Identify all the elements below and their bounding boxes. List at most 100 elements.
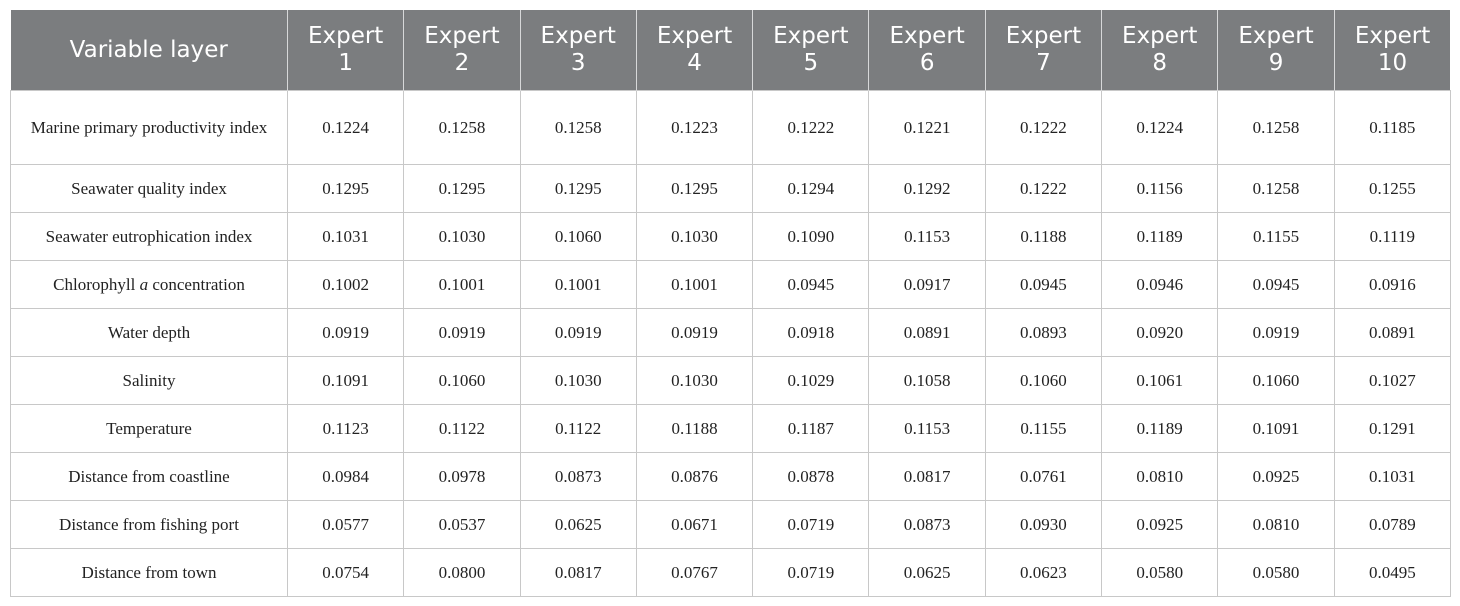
row-label: Temperature xyxy=(10,404,288,453)
cell-expert-7: 0.0945 xyxy=(984,260,1103,309)
cell-expert-1: 0.0919 xyxy=(286,308,405,357)
cell-expert-9: 0.0580 xyxy=(1217,548,1335,597)
cell-expert-5: 0.0878 xyxy=(752,452,870,501)
cell-expert-10: 0.0916 xyxy=(1333,260,1451,309)
cell-expert-2: 0.1258 xyxy=(403,90,521,165)
cell-expert-4: 0.1001 xyxy=(635,260,754,309)
cell-expert-8: 0.0920 xyxy=(1101,308,1219,357)
column-header-line2: 5 xyxy=(803,50,819,76)
column-header-expert-9: Expert 9 xyxy=(1217,10,1335,91)
column-header-expert-5: Expert 5 xyxy=(752,10,869,91)
cell-expert-1: 0.0754 xyxy=(286,548,405,597)
cell-expert-9: 0.0945 xyxy=(1217,260,1335,309)
cell-expert-5: 0.0945 xyxy=(752,260,870,309)
row-label-part: concentration xyxy=(148,274,245,294)
column-header-line1: Expert xyxy=(1354,23,1431,49)
cell-expert-7: 0.0893 xyxy=(984,308,1103,357)
cell-expert-3: 0.0625 xyxy=(519,500,637,549)
column-header-line1: Expert xyxy=(889,23,965,49)
row-label: Distance from coastline xyxy=(10,452,288,501)
cell-expert-4: 0.0671 xyxy=(635,500,754,549)
cell-expert-5: 0.1222 xyxy=(752,90,870,165)
cell-expert-4: 0.0876 xyxy=(635,452,754,501)
cell-expert-1: 0.0984 xyxy=(286,452,405,501)
cell-expert-8: 0.1189 xyxy=(1101,404,1219,453)
column-header-line2: 6 xyxy=(919,50,935,76)
row-label-italic: a xyxy=(139,274,149,294)
cell-expert-7: 0.1060 xyxy=(984,356,1103,405)
cell-expert-1: 0.1295 xyxy=(286,164,405,213)
cell-expert-8: 0.0580 xyxy=(1101,548,1219,597)
cell-expert-5: 0.0719 xyxy=(752,548,870,597)
row-label: Distance from fishing port xyxy=(10,500,288,549)
column-header-line1: Expert xyxy=(1005,23,1082,49)
cell-expert-7: 0.1155 xyxy=(984,404,1103,453)
column-header-line2: 7 xyxy=(1036,50,1051,76)
cell-expert-9: 0.0925 xyxy=(1217,452,1335,501)
table-body: Marine primary productivity index 0.1224 0… xyxy=(10,90,1451,597)
cell-expert-8: 0.1156 xyxy=(1101,164,1219,213)
row-label: Distance from town xyxy=(10,548,288,597)
cell-expert-3: 0.1060 xyxy=(519,212,637,261)
cell-expert-9: 0.1258 xyxy=(1217,90,1335,165)
cell-expert-2: 0.1030 xyxy=(403,212,521,261)
cell-expert-2: 0.1001 xyxy=(403,260,521,309)
column-header-line2: 3 xyxy=(570,50,586,76)
column-header-line2: 10 xyxy=(1377,50,1408,76)
cell-expert-3: 0.1295 xyxy=(519,164,637,213)
cell-expert-10: 0.1119 xyxy=(1333,212,1451,261)
cell-expert-7: 0.1222 xyxy=(984,164,1103,213)
cell-expert-6: 0.0625 xyxy=(868,548,986,597)
column-header-expert-7: Expert 7 xyxy=(984,10,1102,91)
column-header-line1: Expert xyxy=(656,23,733,49)
cell-expert-10: 0.1185 xyxy=(1333,90,1451,165)
cell-expert-10: 0.1031 xyxy=(1333,452,1451,501)
column-header-line2: 8 xyxy=(1152,50,1168,76)
cell-expert-5: 0.1294 xyxy=(752,164,870,213)
cell-expert-3: 0.0817 xyxy=(519,548,637,597)
row-label: Water depth xyxy=(10,308,288,357)
column-header-line1: Expert xyxy=(1122,23,1198,49)
cell-expert-10: 0.0495 xyxy=(1333,548,1451,597)
cell-expert-1: 0.1091 xyxy=(286,356,405,405)
cell-expert-5: 0.0719 xyxy=(752,500,870,549)
table-row: Salinity 0.1091 0.1060 0.1030 0.1030 0.1029 0.… xyxy=(10,356,1451,405)
table-container: Variable layer Expert 1 Expert 2 Expert 3 Exper… xyxy=(10,10,1451,597)
table-row: Temperature 0.1123 0.1122 0.1122 0.1188 0.118… xyxy=(10,404,1451,453)
cell-expert-9: 0.1258 xyxy=(1217,164,1335,213)
table-row: Distance from town 0.0754 0.0800 0.0817 0.07… xyxy=(10,548,1451,597)
expert-weights-table: Variable layer Expert 1 Expert 2 Expert 3 Exper… xyxy=(10,10,1451,597)
cell-expert-9: 0.1091 xyxy=(1217,404,1335,453)
row-label: Marine primary productivity index xyxy=(10,90,288,165)
column-header-line2: 9 xyxy=(1268,50,1284,76)
cell-expert-2: 0.1060 xyxy=(403,356,521,405)
row-label: Seawater eutrophication index xyxy=(10,212,288,261)
column-header-expert-6: Expert 6 xyxy=(868,10,986,91)
cell-expert-4: 0.0919 xyxy=(635,308,754,357)
cell-expert-1: 0.1123 xyxy=(286,404,405,453)
cell-expert-7: 0.1188 xyxy=(984,212,1103,261)
cell-expert-4: 0.1188 xyxy=(635,404,754,453)
cell-expert-8: 0.0925 xyxy=(1101,500,1219,549)
column-header-line1: Expert xyxy=(307,23,384,49)
cell-expert-6: 0.1058 xyxy=(868,356,986,405)
cell-expert-6: 0.0891 xyxy=(868,308,986,357)
cell-expert-10: 0.1255 xyxy=(1333,164,1451,213)
cell-expert-8: 0.0946 xyxy=(1101,260,1219,309)
cell-expert-8: 0.1189 xyxy=(1101,212,1219,261)
table-row: Distance from coastline 0.0984 0.0978 0.087… xyxy=(10,452,1451,501)
cell-expert-2: 0.1295 xyxy=(403,164,521,213)
table-row: Seawater quality index 0.1295 0.1295 0.1295… xyxy=(10,164,1451,213)
column-header-expert-8: Expert 8 xyxy=(1101,10,1218,91)
column-header-line2: 4 xyxy=(687,50,702,76)
cell-expert-1: 0.1002 xyxy=(286,260,405,309)
cell-expert-3: 0.1258 xyxy=(519,90,637,165)
cell-expert-5: 0.1187 xyxy=(752,404,870,453)
cell-expert-4: 0.1223 xyxy=(635,90,754,165)
table-row: Seawater eutrophication index 0.1031 0.103… xyxy=(10,212,1451,261)
table-row: Water depth 0.0919 0.0919 0.0919 0.0919 0.091… xyxy=(10,308,1451,357)
column-header-line1: Expert xyxy=(424,23,500,49)
row-label-part: Chlorophyll xyxy=(53,274,140,294)
column-header-expert-3: Expert 3 xyxy=(519,10,637,91)
column-header-line1: Variable layer xyxy=(69,36,228,63)
